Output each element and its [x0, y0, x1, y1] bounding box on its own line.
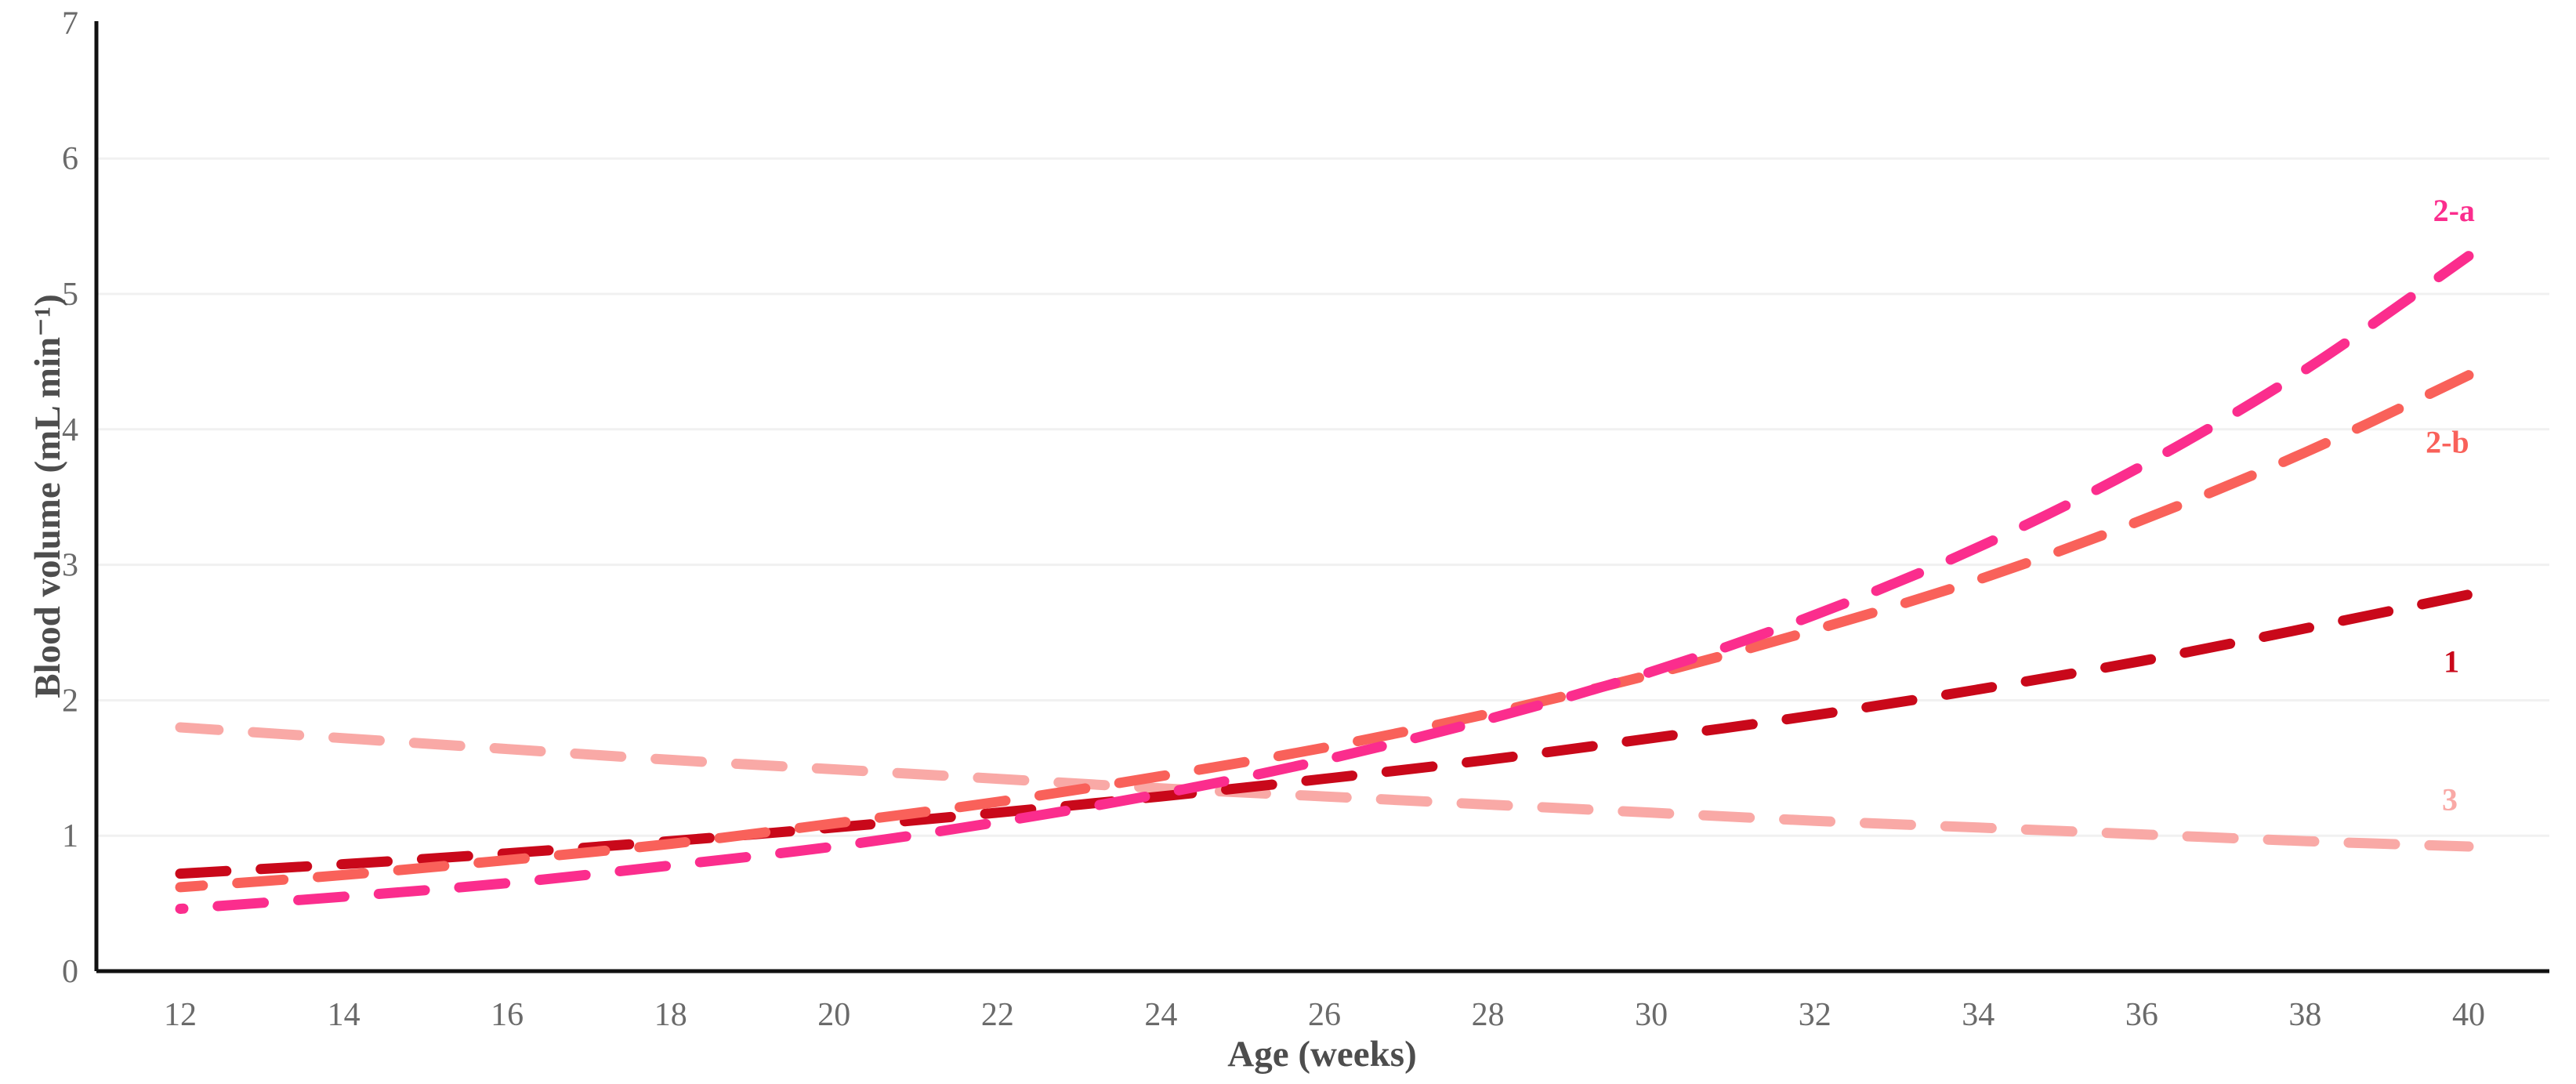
- x-tick-26: 26: [1308, 997, 1341, 1033]
- curve-label-2-b: 2-b: [2426, 424, 2469, 459]
- x-tick-16: 16: [491, 997, 524, 1033]
- y-tick-2: 2: [62, 683, 78, 719]
- y-axis-title: Blood volume (mL min⁻¹): [27, 294, 68, 698]
- x-tick-18: 18: [654, 997, 687, 1033]
- y-tick-4: 4: [62, 412, 78, 448]
- x-tick-28: 28: [1472, 997, 1505, 1033]
- x-tick-30: 30: [1635, 997, 1668, 1033]
- y-tick-7: 7: [62, 5, 78, 42]
- series-inline-labels: 3 1 2-b 2-a: [2426, 193, 2475, 818]
- y-tick-0: 0: [62, 954, 78, 990]
- y-tick-5: 5: [62, 277, 78, 313]
- y-tick-1: 1: [62, 818, 78, 854]
- curve-2-a: [175, 251, 2474, 914]
- x-tick-20: 20: [817, 997, 850, 1033]
- y-axis-tick-labels: 0 1 2 3 4 5 6 7: [62, 5, 78, 990]
- curve-3: [175, 722, 2474, 852]
- curve-1: [175, 589, 2474, 879]
- x-tick-34: 34: [1962, 997, 1994, 1033]
- x-tick-32: 32: [1799, 997, 1831, 1033]
- axes: [94, 21, 2549, 973]
- y-tick-6: 6: [62, 141, 78, 177]
- y-tick-3: 3: [62, 548, 78, 584]
- x-tick-14: 14: [328, 997, 360, 1033]
- x-tick-12: 12: [164, 997, 197, 1033]
- x-tick-36: 36: [2125, 997, 2158, 1033]
- series-curves: [175, 251, 2474, 914]
- curve-label-3: 3: [2442, 782, 2458, 818]
- gridlines: [96, 157, 2549, 837]
- curve-label-2-a: 2-a: [2433, 193, 2475, 228]
- curve-2-b: [175, 370, 2474, 893]
- x-axis-title: Age (weeks): [1227, 1034, 1416, 1075]
- x-axis-tick-labels: 12 14 16 18 20 22 24 26 28 30 32 34 36 38 40: [164, 997, 2485, 1033]
- x-tick-22: 22: [981, 997, 1014, 1033]
- curve-label-1: 1: [2444, 644, 2459, 679]
- x-tick-24: 24: [1144, 997, 1177, 1033]
- x-tick-38: 38: [2288, 997, 2321, 1033]
- x-tick-40: 40: [2452, 997, 2485, 1033]
